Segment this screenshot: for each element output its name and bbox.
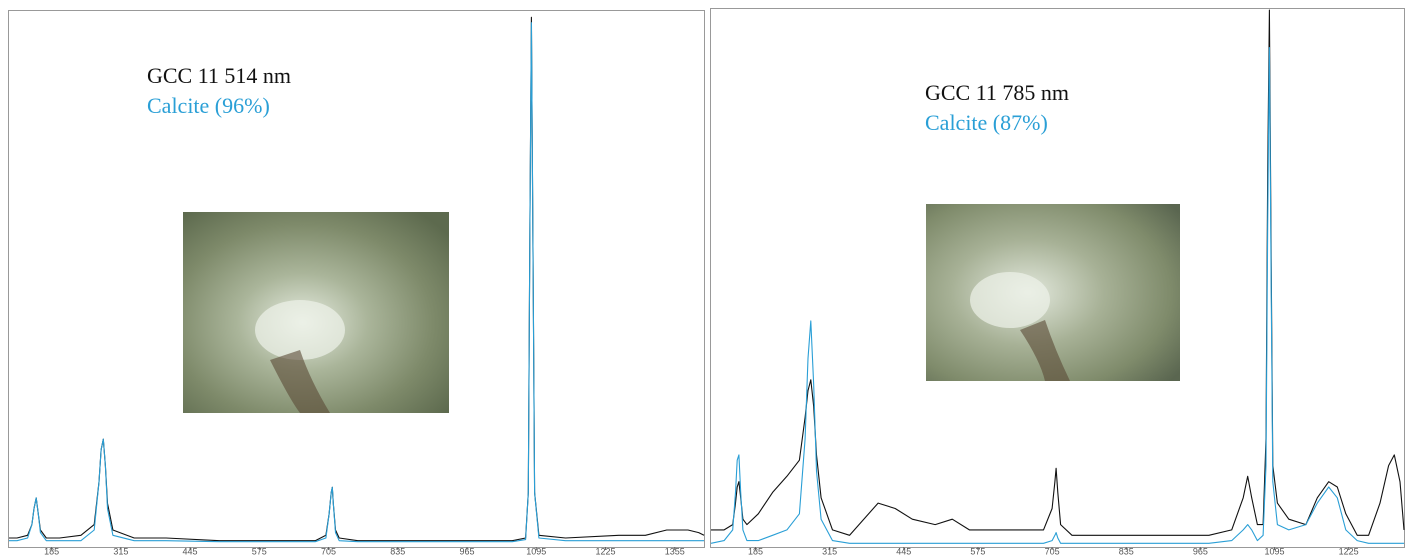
legend-entry: GCC 11 785 nm: [925, 80, 1069, 105]
x-tick-label: 1095: [526, 546, 546, 556]
x-tick-label: 1225: [1339, 546, 1359, 556]
x-tick-label: 1225: [595, 546, 615, 556]
x-tick-label: 965: [1193, 546, 1208, 556]
x-tick-label: 705: [1045, 546, 1060, 556]
legend-entry: Calcite (87%): [925, 110, 1048, 135]
x-tick-label: 1095: [1265, 546, 1285, 556]
x-tick-label: 965: [459, 546, 474, 556]
spectrum-line: [711, 9, 1405, 536]
x-tick-label: 575: [970, 546, 985, 556]
legend-entry: Calcite (96%): [147, 93, 270, 118]
x-tick-label: 185: [44, 546, 59, 556]
x-tick-label: 1355: [665, 546, 685, 556]
x-tick-label: 185: [748, 546, 763, 556]
x-tick-label: 445: [896, 546, 911, 556]
x-tick-label: 315: [113, 546, 128, 556]
legend-entry: GCC 11 514 nm: [147, 63, 291, 88]
x-tick-label: 575: [252, 546, 267, 556]
x-tick-label: 315: [822, 546, 837, 556]
sample-photo: [183, 212, 449, 413]
sample-photo: [926, 204, 1180, 381]
x-tick-label: 445: [183, 546, 198, 556]
spectrum-line: [710, 46, 1404, 544]
x-tick-label: 705: [321, 546, 336, 556]
x-tick-label: 835: [390, 546, 405, 556]
x-tick-label: 835: [1119, 546, 1134, 556]
spectrum-line: [9, 22, 704, 543]
